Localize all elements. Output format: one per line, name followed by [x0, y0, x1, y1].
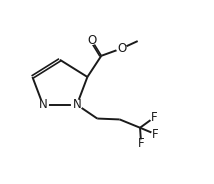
Circle shape [71, 100, 82, 109]
Text: N: N [39, 98, 47, 111]
Circle shape [150, 114, 158, 121]
Circle shape [87, 36, 97, 44]
Circle shape [137, 140, 145, 147]
Text: F: F [152, 128, 159, 141]
Text: F: F [151, 111, 157, 124]
Circle shape [152, 131, 159, 137]
Text: F: F [138, 137, 144, 150]
Text: N: N [73, 98, 81, 111]
Text: O: O [87, 34, 96, 47]
Text: O: O [117, 42, 126, 55]
Circle shape [38, 100, 48, 109]
Circle shape [117, 44, 126, 53]
